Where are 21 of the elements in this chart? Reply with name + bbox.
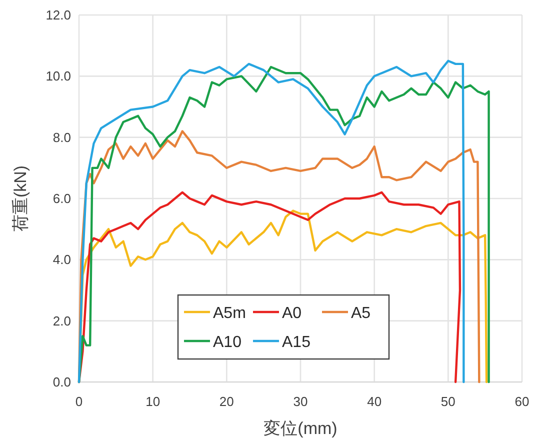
y-tick-label: 0.0 (52, 374, 71, 390)
legend-label: A5m (213, 305, 246, 322)
x-tick-label: 40 (367, 394, 382, 409)
x-tick-label: 20 (219, 394, 234, 409)
x-axis-title: 変位(mm) (264, 419, 338, 438)
x-tick-label: 0 (75, 394, 83, 409)
y-axis-title: 荷重(kN) (11, 165, 30, 232)
legend-label: A15 (282, 334, 311, 351)
y-tick-label: 6.0 (52, 191, 71, 206)
legend-label: A0 (282, 305, 302, 322)
legend-label: A5 (351, 305, 371, 322)
legend-label: A10 (213, 334, 242, 351)
x-tick-label: 30 (293, 394, 308, 409)
x-tick-label: 50 (440, 394, 456, 409)
y-tick-label: 2.0 (52, 313, 71, 328)
x-tick-label: 60 (514, 394, 530, 409)
x-tick-label: 10 (146, 394, 160, 409)
y-tick-label: 10.0 (46, 68, 71, 84)
y-tick-label: 12.0 (46, 8, 71, 22)
y-tick-label: 4.0 (52, 252, 71, 268)
y-tick-label: 8.0 (52, 130, 71, 145)
